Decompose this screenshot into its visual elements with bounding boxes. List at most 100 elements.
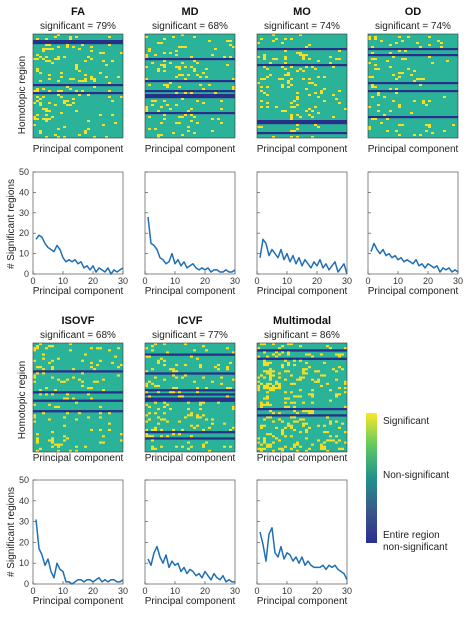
- heatmap-cell-significant: [160, 357, 163, 360]
- heatmap-cell-significant: [260, 374, 263, 377]
- heatmap-cell-significant: [90, 361, 93, 364]
- heatmap-cell-significant: [281, 66, 284, 68]
- heatmap-cell-significant: [263, 397, 266, 400]
- heatmap-cell-significant: [266, 403, 269, 406]
- heatmap-cell-significant: [39, 98, 42, 100]
- heatmap-cell-significant: [163, 70, 166, 72]
- heatmap-cell-significant: [287, 343, 290, 346]
- heatmap-cell-significant: [202, 102, 205, 104]
- heatmap-cell-significant: [398, 124, 401, 126]
- heatmap-cell-significant: [63, 380, 66, 383]
- heatmap-cell-significant: [163, 412, 166, 415]
- heatmap-cell-significant: [90, 58, 93, 60]
- heatmap-cell-significant: [226, 395, 229, 398]
- heatmap-xlabel-od: Principal component: [368, 144, 459, 155]
- heatmap-row-nonsignificant: [257, 120, 347, 123]
- heatmap-cell-significant: [36, 437, 39, 440]
- heatmap-cell-significant: [443, 130, 446, 132]
- heatmap-cell-significant: [181, 62, 184, 64]
- heatmap-cell-significant: [266, 384, 269, 388]
- line-ylabel-top: # Significant regions: [6, 179, 17, 269]
- heatmap-cell-significant: [281, 366, 284, 369]
- heatmap-cell-significant: [272, 389, 275, 392]
- heatmap-cell-significant: [275, 58, 278, 60]
- heatmap-cell-significant: [36, 90, 39, 92]
- heatmap-cell-significant: [232, 88, 235, 90]
- heatmap-cell-significant: [172, 374, 175, 377]
- heatmap-cell-significant: [281, 78, 284, 80]
- heatmap-cell-significant: [36, 366, 39, 369]
- heatmap-cell-significant: [431, 62, 434, 64]
- heatmap-cell-significant: [278, 372, 281, 375]
- heatmap-cell-significant: [287, 82, 290, 84]
- heatmap-cell-significant: [69, 449, 72, 452]
- heatmap-cell-significant: [36, 54, 39, 56]
- heatmap-row-nonsignificant: [33, 399, 123, 402]
- linechart-isovf: 0 10 20 30 0 10 20 30 40 50: [19, 475, 128, 596]
- heatmap-cell-significant: [45, 108, 48, 110]
- heatmap-row-nonsignificant: [145, 90, 235, 93]
- heatmap-cell-significant: [57, 136, 60, 138]
- heatmap-cell-significant: [226, 40, 229, 42]
- heatmap-cell-significant: [66, 397, 69, 400]
- heatmap-cell-significant: [284, 391, 287, 394]
- heatmap-cell-significant: [260, 126, 263, 128]
- heatmap-cell-significant: [169, 108, 172, 110]
- heatmap-row-nonsignificant: [257, 349, 347, 352]
- heatmap-cell-significant: [57, 128, 60, 130]
- heatmap-cell-significant: [69, 104, 72, 106]
- heatmap-cell-significant: [296, 136, 299, 138]
- heatmap-cell-significant: [278, 387, 281, 390]
- x-tick-label: 10: [58, 586, 68, 596]
- heatmap-cell-significant: [293, 405, 296, 408]
- x-tick-label: 30: [230, 586, 240, 596]
- heatmap-cell-significant: [36, 96, 39, 98]
- heatmap-cell-significant: [278, 418, 281, 421]
- heatmap-cell-significant: [154, 447, 157, 450]
- heatmap-cell-significant: [117, 76, 120, 78]
- heatmap-cell-significant: [120, 363, 123, 367]
- heatmap-cell-significant: [266, 106, 269, 108]
- heatmap-cell-significant: [368, 126, 371, 128]
- heatmap-cell-significant: [39, 102, 42, 104]
- heatmap-isovf: [32, 342, 124, 453]
- heatmap-cell-significant: [311, 82, 314, 84]
- heatmap-frame: [144, 342, 236, 453]
- heatmap-cell-significant: [78, 412, 81, 415]
- heatmap-cell-significant: [196, 74, 199, 76]
- heatmap-cell-significant: [419, 78, 422, 80]
- x-tick-label: 0: [254, 276, 259, 286]
- heatmap-cell-significant: [232, 405, 235, 408]
- heatmap-cell-significant: [36, 88, 39, 90]
- heatmap-xlabel-isovf: Principal component: [33, 453, 124, 464]
- heatmap-ylabel-top: Homotopic region: [17, 56, 28, 134]
- heatmap-cell-significant: [36, 58, 39, 60]
- heatmap-row-nonsignificant: [368, 54, 458, 57]
- heatmap-cell-significant: [48, 74, 51, 76]
- heatmap-cell-significant: [401, 58, 404, 60]
- heatmap-cell-significant: [308, 366, 311, 369]
- heatmap-cell-significant: [175, 445, 178, 448]
- heatmap-cell-significant: [263, 403, 266, 406]
- heatmap-row-nonsignificant: [33, 84, 123, 87]
- heatmap-cell-significant: [428, 56, 431, 58]
- heatmap-cell-significant: [148, 116, 151, 118]
- heatmap-row-nonsignificant: [145, 112, 235, 115]
- heatmap-cell-significant: [145, 403, 148, 406]
- linechart-xlabel-od: Principal component: [368, 286, 459, 297]
- heatmap-cell-significant: [163, 38, 166, 40]
- heatmap-cell-significant: [42, 353, 45, 356]
- heatmap-cell-significant: [296, 98, 299, 100]
- heatmap-cell-significant: [42, 58, 45, 60]
- heatmap-cell-significant: [75, 36, 78, 38]
- heatmap-cell-significant: [263, 447, 266, 450]
- heatmap-cell-significant: [145, 54, 148, 56]
- heatmap-cell-significant: [90, 428, 93, 432]
- heatmap-row-nonsignificant: [257, 357, 347, 360]
- heatmap-cell-significant: [33, 118, 36, 120]
- heatmap-row-nonsignificant: [33, 410, 123, 413]
- heatmap-cell-significant: [311, 136, 314, 138]
- heatmap-cell-significant: [42, 96, 45, 98]
- heatmap-cell-significant: [278, 376, 281, 379]
- heatmap-ylabel-bottom: Homotopic region: [17, 361, 28, 439]
